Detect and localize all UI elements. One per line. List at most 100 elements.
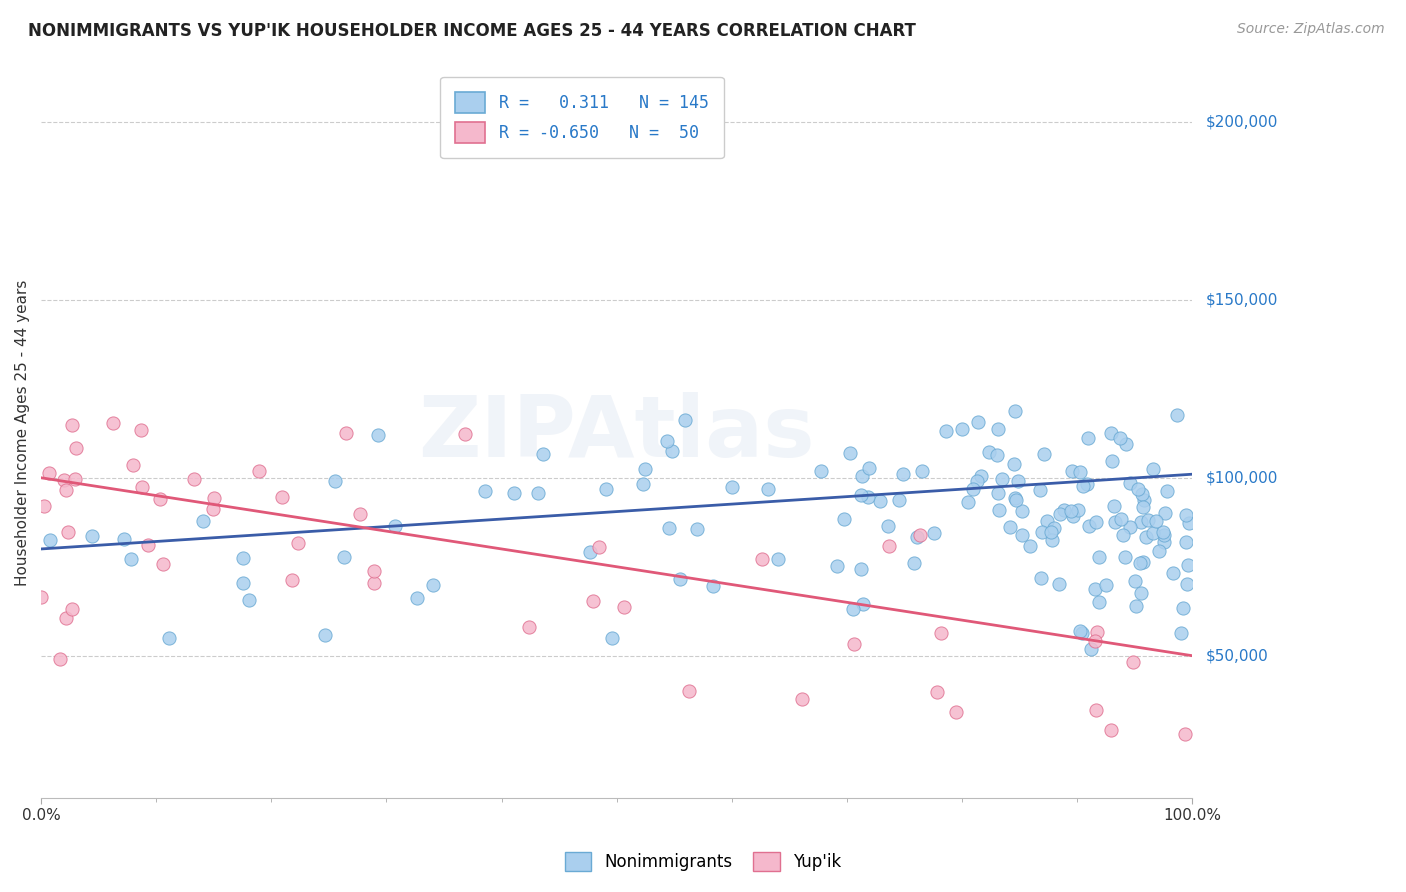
Point bbox=[149, 492, 172, 507]
Point bbox=[911, 464, 934, 478]
Point bbox=[1132, 556, 1154, 570]
Point bbox=[1028, 483, 1050, 497]
Point bbox=[988, 502, 1011, 516]
Point bbox=[60, 601, 83, 615]
Point bbox=[1104, 516, 1126, 530]
Point bbox=[55, 611, 77, 625]
Point bbox=[63, 472, 86, 486]
Point bbox=[1032, 447, 1054, 461]
Point bbox=[454, 427, 477, 442]
Text: Source: ZipAtlas.com: Source: ZipAtlas.com bbox=[1237, 22, 1385, 37]
Point bbox=[1123, 574, 1146, 588]
Point bbox=[1004, 491, 1026, 506]
Point bbox=[152, 557, 174, 571]
Point bbox=[1029, 571, 1052, 585]
Point bbox=[53, 474, 76, 488]
Text: $200,000: $200,000 bbox=[1206, 114, 1278, 129]
Point bbox=[1135, 530, 1157, 544]
Point bbox=[1161, 566, 1184, 580]
Point bbox=[879, 539, 901, 553]
Point bbox=[1170, 625, 1192, 640]
Point bbox=[977, 445, 1000, 459]
Text: $150,000: $150,000 bbox=[1206, 293, 1278, 308]
Point bbox=[287, 536, 309, 550]
Point bbox=[758, 482, 780, 496]
Point bbox=[702, 579, 724, 593]
Point bbox=[1069, 465, 1091, 479]
Point bbox=[30, 590, 52, 604]
Point bbox=[271, 490, 294, 504]
Text: $100,000: $100,000 bbox=[1206, 470, 1278, 485]
Point bbox=[56, 524, 79, 539]
Point bbox=[908, 528, 931, 542]
Point bbox=[280, 574, 302, 588]
Point bbox=[839, 445, 862, 459]
Point bbox=[422, 578, 444, 592]
Point bbox=[1174, 535, 1197, 549]
Point bbox=[966, 474, 988, 488]
Point bbox=[1175, 577, 1198, 591]
Point bbox=[987, 486, 1010, 500]
Point bbox=[1078, 518, 1101, 533]
Point bbox=[1084, 582, 1107, 596]
Point bbox=[1085, 625, 1108, 640]
Point bbox=[1005, 493, 1028, 508]
Point bbox=[1095, 578, 1118, 592]
Point bbox=[588, 541, 610, 555]
Point bbox=[655, 434, 678, 449]
Point bbox=[668, 572, 690, 586]
Point bbox=[842, 601, 865, 615]
Point bbox=[1004, 404, 1026, 418]
Point bbox=[869, 493, 891, 508]
Point bbox=[1130, 516, 1153, 530]
Point bbox=[183, 472, 205, 486]
Point bbox=[1047, 577, 1070, 591]
Point bbox=[314, 628, 336, 642]
Point bbox=[751, 552, 773, 566]
Point bbox=[987, 422, 1010, 436]
Point bbox=[120, 552, 142, 566]
Point bbox=[578, 545, 600, 559]
Point bbox=[600, 631, 623, 645]
Point bbox=[1177, 558, 1199, 572]
Point bbox=[810, 464, 832, 478]
Point bbox=[519, 620, 541, 634]
Point bbox=[1171, 601, 1194, 615]
Point bbox=[1109, 512, 1132, 526]
Point bbox=[858, 461, 880, 475]
Point bbox=[131, 480, 153, 494]
Point bbox=[922, 526, 945, 541]
Point bbox=[1122, 655, 1144, 669]
Point bbox=[1142, 526, 1164, 541]
Point bbox=[1042, 521, 1064, 535]
Point bbox=[384, 518, 406, 533]
Point bbox=[232, 575, 254, 590]
Point bbox=[37, 466, 59, 480]
Point bbox=[122, 458, 145, 472]
Point bbox=[1142, 462, 1164, 476]
Point bbox=[1119, 520, 1142, 534]
Point bbox=[62, 417, 84, 432]
Point bbox=[202, 491, 225, 505]
Point bbox=[849, 562, 872, 576]
Point bbox=[202, 501, 225, 516]
Point bbox=[333, 549, 356, 564]
Point bbox=[1070, 626, 1092, 640]
Point bbox=[335, 425, 357, 440]
Point bbox=[673, 413, 696, 427]
Point bbox=[1156, 483, 1178, 498]
Point bbox=[851, 469, 873, 483]
Point bbox=[1119, 476, 1142, 491]
Point bbox=[962, 482, 984, 496]
Point bbox=[232, 550, 254, 565]
Point bbox=[792, 691, 814, 706]
Point bbox=[112, 532, 135, 546]
Point bbox=[825, 559, 848, 574]
Point bbox=[1071, 478, 1094, 492]
Point bbox=[877, 519, 900, 533]
Point bbox=[1076, 477, 1098, 491]
Point bbox=[1049, 507, 1071, 521]
Point bbox=[80, 528, 103, 542]
Point bbox=[905, 529, 928, 543]
Point bbox=[1109, 431, 1132, 445]
